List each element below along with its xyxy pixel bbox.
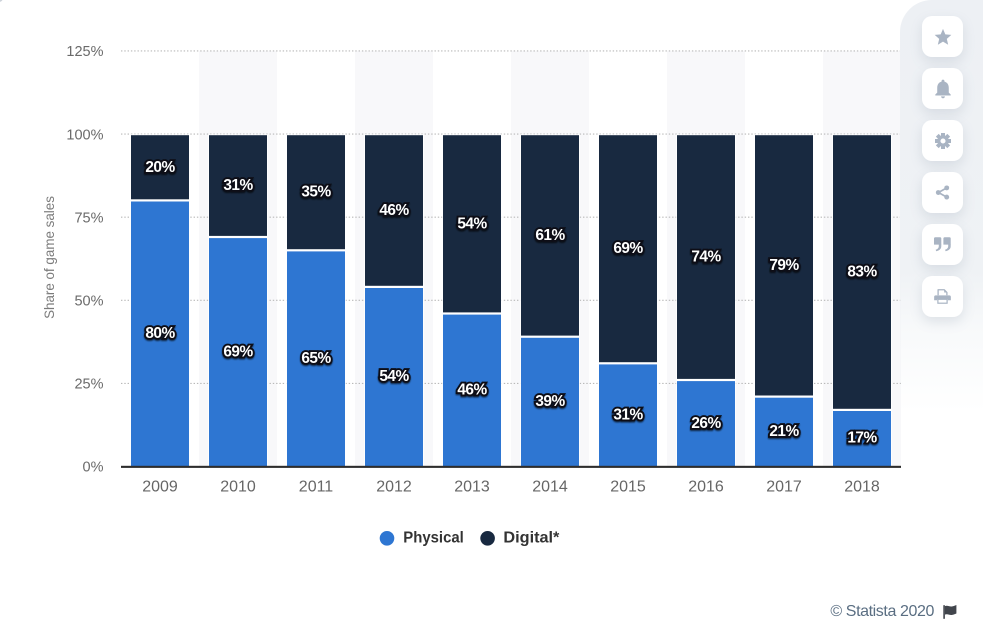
svg-text:35%: 35% xyxy=(301,184,331,201)
svg-text:2011: 2011 xyxy=(299,479,334,496)
svg-text:79%: 79% xyxy=(769,257,799,274)
svg-text:69%: 69% xyxy=(223,343,253,360)
svg-text:31%: 31% xyxy=(223,177,253,194)
svg-text:Digital*: Digital* xyxy=(503,529,560,546)
svg-text:26%: 26% xyxy=(691,415,721,432)
svg-text:125%: 125% xyxy=(66,44,103,60)
svg-text:2015: 2015 xyxy=(610,479,646,496)
svg-text:39%: 39% xyxy=(535,393,565,410)
svg-text:Share of game sales: Share of game sales xyxy=(42,196,57,319)
svg-text:Physical: Physical xyxy=(403,529,464,546)
svg-text:2018: 2018 xyxy=(844,479,880,496)
svg-text:2016: 2016 xyxy=(688,479,724,496)
svg-text:2014: 2014 xyxy=(532,479,568,496)
svg-text:31%: 31% xyxy=(613,407,643,424)
svg-text:25%: 25% xyxy=(74,377,103,393)
svg-text:2012: 2012 xyxy=(376,479,412,496)
svg-text:0%: 0% xyxy=(83,460,104,476)
svg-text:2009: 2009 xyxy=(142,479,178,496)
svg-text:21%: 21% xyxy=(769,423,799,440)
svg-text:61%: 61% xyxy=(535,227,565,244)
svg-text:74%: 74% xyxy=(691,249,721,266)
svg-text:50%: 50% xyxy=(74,293,103,309)
svg-text:75%: 75% xyxy=(74,210,103,226)
svg-text:2010: 2010 xyxy=(220,479,256,496)
svg-text:2017: 2017 xyxy=(766,479,802,496)
svg-text:80%: 80% xyxy=(145,325,175,342)
svg-text:83%: 83% xyxy=(847,264,877,281)
svg-text:46%: 46% xyxy=(457,382,487,399)
svg-text:65%: 65% xyxy=(301,350,331,367)
svg-text:54%: 54% xyxy=(379,368,409,385)
svg-text:100%: 100% xyxy=(66,127,103,143)
svg-text:69%: 69% xyxy=(613,240,643,257)
svg-text:2013: 2013 xyxy=(454,479,490,496)
svg-text:20%: 20% xyxy=(145,159,175,176)
svg-text:17%: 17% xyxy=(847,430,877,447)
svg-text:46%: 46% xyxy=(379,202,409,219)
svg-text:54%: 54% xyxy=(457,215,487,232)
